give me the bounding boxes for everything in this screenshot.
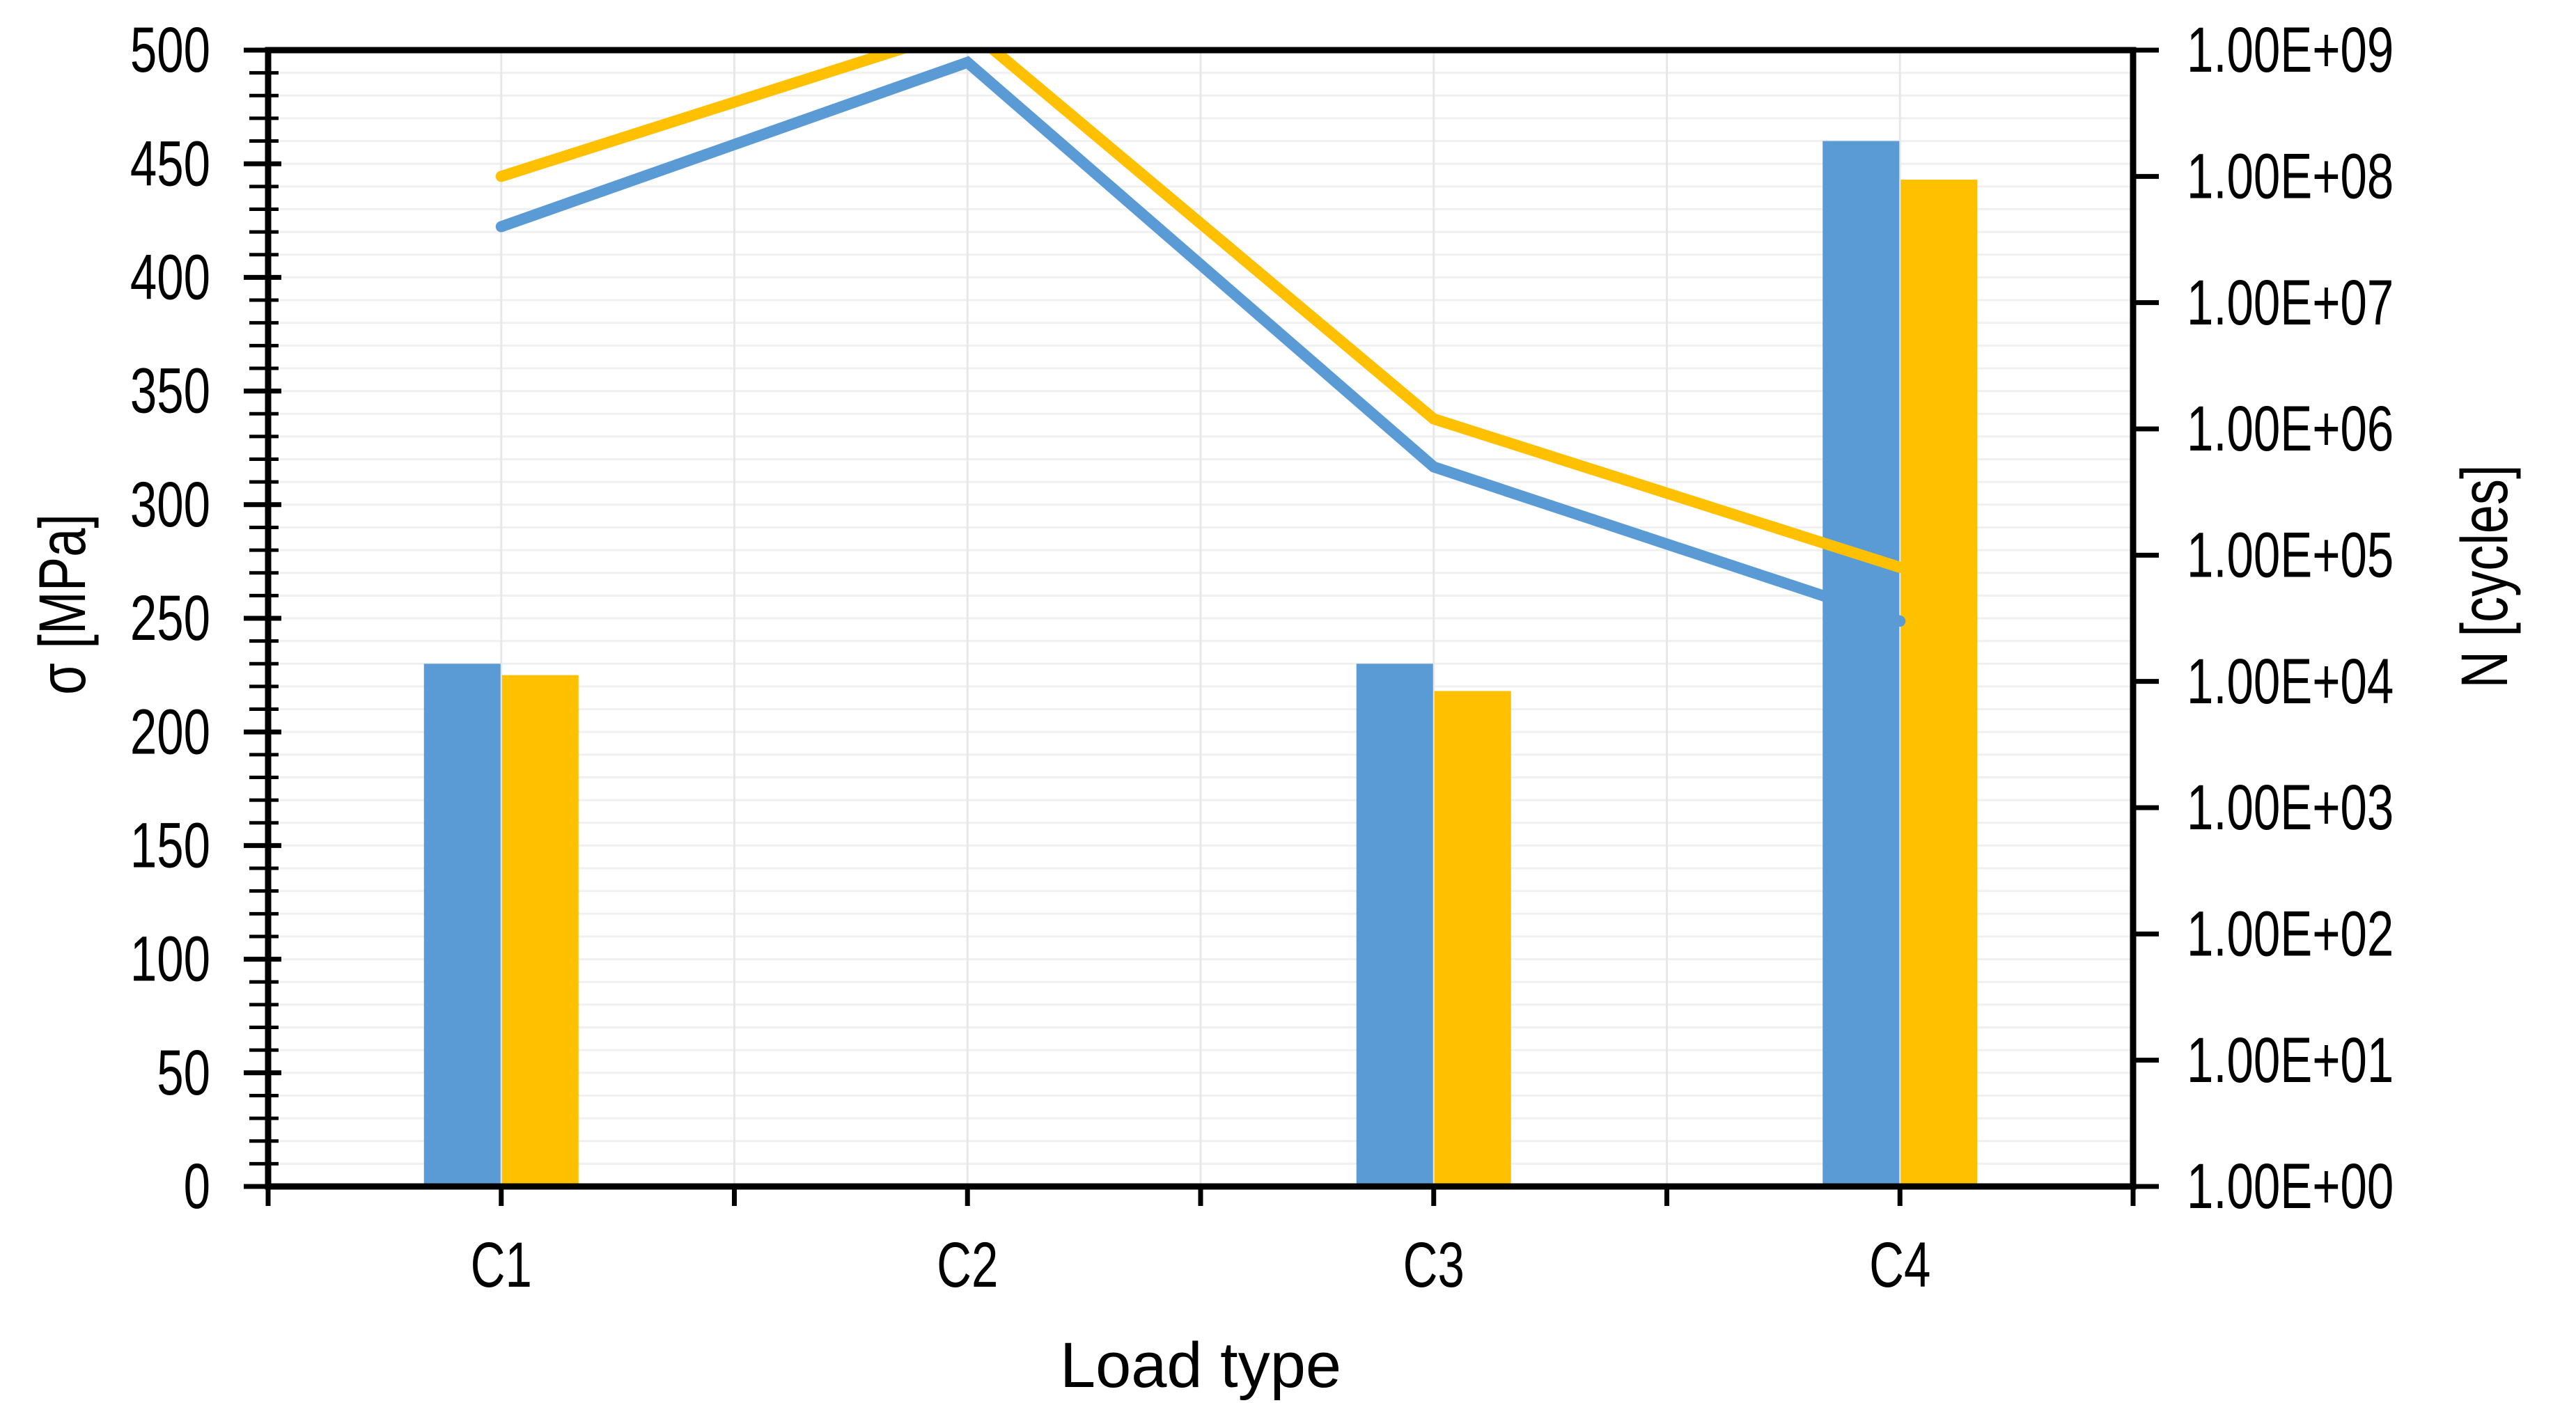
left-axis-tick-label: 250 (130, 583, 210, 655)
x-axis-title: Load type (1060, 1330, 1341, 1401)
right-axis-title: N [cycles] (2448, 464, 2522, 688)
line-cycles-yellow (495, 53, 1906, 573)
right-axis-tick-label: 1.00E+02 (2187, 898, 2394, 970)
right-axis-tick-label: 1.00E+06 (2187, 393, 2394, 465)
axis-ticks (244, 47, 2159, 1206)
right-axis-tick-label: 1.00E+07 (2187, 267, 2394, 338)
line-series-group (495, 53, 1906, 627)
left-axis-tick-label: 100 (130, 923, 210, 995)
bar-stress-yellow-C3 (1434, 691, 1511, 1186)
bar-series-group (423, 141, 1978, 1187)
right-axis-tick-label: 1.00E+08 (2187, 141, 2394, 212)
left-axis-title: σ [MPa] (26, 514, 100, 695)
left-axis-tick-label: 200 (130, 696, 210, 768)
left-axis-tick-label: 350 (130, 355, 210, 427)
axis-tick-labels: 0 50 100 150 200 250 300 350 400 450 500 1.00E+00 1.… (130, 15, 2394, 1301)
left-axis-tick-label: 400 (130, 242, 210, 313)
x-axis-category-label-C3: C3 (1403, 1229, 1465, 1301)
x-axis-category-label-C1: C1 (471, 1229, 532, 1301)
line-cycles-blue (495, 56, 1906, 627)
right-axis-tick-label: 1.00E+05 (2187, 519, 2394, 591)
left-axis-tick-label: 450 (130, 128, 210, 200)
right-axis-tick-label: 1.00E+03 (2187, 772, 2394, 844)
bar-stress-yellow-C1 (501, 675, 579, 1186)
bar-stress-blue-C4 (1822, 141, 1900, 1186)
left-axis-tick-label: 300 (130, 469, 210, 540)
x-axis-category-label-C4: C4 (1869, 1229, 1930, 1301)
x-axis-category-label-C2: C2 (937, 1229, 998, 1301)
left-axis-tick-label: 150 (130, 810, 210, 881)
left-axis-tick-label: 0 (184, 1151, 210, 1223)
bar-stress-yellow-C4 (1900, 180, 1978, 1187)
right-axis-tick-label: 1.00E+04 (2187, 645, 2394, 717)
left-axis-tick-label: 50 (157, 1037, 210, 1108)
left-axis-tick-label: 500 (130, 15, 210, 86)
right-axis-tick-label: 1.00E+01 (2187, 1024, 2394, 1096)
bar-stress-blue-C3 (1356, 664, 1433, 1186)
bar-stress-blue-C1 (423, 664, 501, 1186)
right-axis-tick-label: 1.00E+09 (2187, 15, 2394, 86)
right-axis-tick-label: 1.00E+00 (2187, 1151, 2394, 1223)
